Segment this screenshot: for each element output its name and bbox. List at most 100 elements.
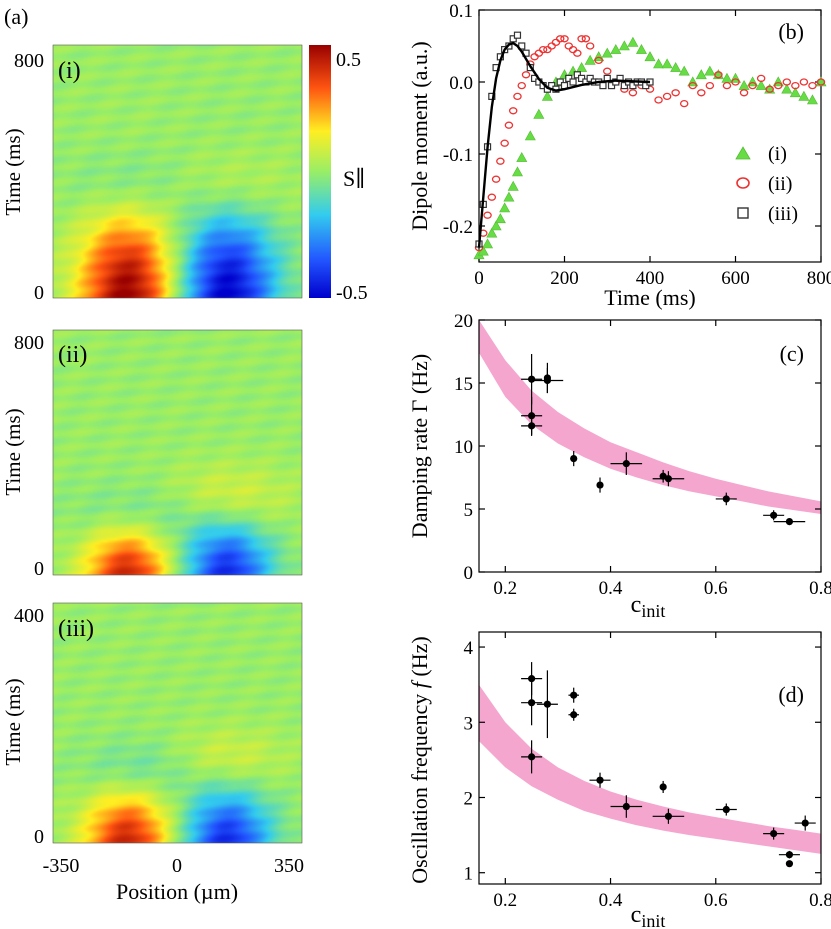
plot-b-point-ii: [628, 89, 638, 97]
plot-c-ticks: 0.2 0.4 0.6 0.8 0 5 10 15 20: [454, 311, 831, 599]
plot-b-ytick-label: -0.2: [443, 217, 473, 238]
plot-b-point-ii: [538, 45, 548, 54]
plot-d-data-point: [528, 699, 536, 707]
heatmap-i-ytick-bottom: 0: [34, 282, 44, 304]
plot-d-xlabel-sub: init: [641, 911, 665, 929]
panel-a-label: (a): [4, 4, 28, 29]
plot-b-point-i: [704, 65, 716, 76]
plot-b-point-i: [486, 227, 498, 238]
plot-d-data-point: [722, 805, 730, 814]
plot-b-point-i: [806, 94, 818, 105]
heatmap-ii-frame: [52, 329, 303, 576]
plot-d-data-point: [570, 691, 578, 699]
plot-b-point-i: [695, 69, 707, 80]
plot-d-ticks: 0.2 0.4 0.6 0.8 1 2 3 4: [464, 632, 831, 911]
plot-c-ytick-label: 20: [454, 311, 473, 332]
plot-b-point-ii: [791, 81, 800, 90]
plot-d-theory-band: [479, 684, 821, 854]
plot-b-point-ii: [547, 42, 556, 50]
plot-b-point-ii: [508, 107, 518, 115]
plot-b-point-ii: [816, 78, 826, 86]
plot-c-data-point: [596, 481, 604, 489]
plot-b-point-ii: [782, 78, 792, 86]
plot-b-point-ii: [483, 211, 492, 219]
plot-d-xlabel-main: c: [631, 902, 642, 928]
heatmap-xtick-left: -350: [43, 855, 80, 877]
plot-b-xtick-label: 200: [550, 268, 579, 289]
colorbar-gradient: [309, 45, 331, 298]
plot-b-point-ii: [504, 121, 514, 129]
plot-c-ylabel: Damping rate Γ (Hz): [407, 354, 432, 538]
legend-label-i: (i): [768, 143, 787, 165]
heatmap-iii-ytick-bottom: 0: [34, 826, 44, 848]
plot-b-ytick-label: -0.1: [443, 145, 473, 166]
plot-b-point-i: [678, 65, 690, 76]
plot-d-data-point: [659, 783, 667, 791]
plot-c-data-point: [722, 495, 730, 503]
plot-b-point-i: [618, 40, 630, 51]
heatmap-iii-frame: [52, 602, 303, 844]
plot-c-data-point: [770, 511, 778, 519]
heatmap-i-frame: [52, 44, 303, 299]
heatmap-xtick-right: 350: [274, 855, 304, 877]
plot-b-point-ii: [555, 35, 565, 43]
plot-b-point-i: [798, 90, 810, 101]
plot-b-xtick-label: 800: [807, 268, 831, 289]
heatmap-i-image: [53, 45, 302, 298]
plot-c-ytick-label: 0: [464, 563, 474, 584]
plot-b-point-ii: [697, 89, 706, 97]
plot-b-point-ii: [765, 85, 774, 93]
plot-b-point-ii: [671, 89, 680, 97]
plot-b-point-ii: [543, 45, 552, 54]
plot-b-series-iii: [475, 31, 654, 248]
plot-d-xlabel: cinit: [631, 902, 666, 929]
legend-label-ii: (ii): [768, 173, 792, 195]
plot-b-point-i: [610, 43, 622, 54]
plot-b-point-i: [533, 108, 545, 119]
plot-b-point-ii: [491, 175, 501, 183]
plot-b-point-i: [541, 90, 553, 101]
legend-marker-iii: [737, 207, 749, 219]
plot-c-frame: [478, 319, 822, 573]
plot-d-xtick-label: 0.6: [704, 890, 728, 911]
plot-c-xlabel-sub: init: [641, 601, 665, 621]
plot-d-xtick-label: 0.2: [493, 890, 517, 911]
plot-b-fit-line: [477, 41, 651, 248]
plot-b-panel-label: (b): [778, 19, 804, 44]
plot-d-ytick-label: 3: [464, 713, 474, 734]
heatmap-ii: (ii) 800 0 Time (ms): [1, 329, 303, 580]
plot-c-xlabel-main: c: [631, 592, 642, 618]
plot-c-xtick-label: 0.4: [599, 578, 623, 599]
plot-b-point-ii: [521, 71, 531, 79]
plot-b-point-ii: [594, 56, 603, 65]
plot-c: (c) 0.2 0.4 0.6 0.8 0 5 10 15 20 cinit Damping r…: [407, 311, 831, 621]
plot-c-data-point: [528, 422, 536, 430]
plot-b-point-ii: [731, 78, 740, 86]
plot-d-panel-label: (d): [778, 682, 804, 707]
plot-b-point-ii: [573, 49, 582, 57]
plot-c-data-point: [664, 475, 673, 483]
plot-b-point-ii: [679, 99, 689, 108]
plot-d-frame: [478, 631, 822, 885]
plot-b-point-ii: [513, 92, 522, 101]
plot-b-point-iii: [513, 31, 522, 39]
plot-d-xtick-label: 0.8: [809, 890, 831, 911]
plot-b-point-i: [661, 58, 673, 69]
plot-d-data-point: [543, 700, 552, 708]
plot-b-point-i: [670, 61, 682, 72]
plot-c-theory-band: [479, 320, 821, 514]
plot-b-point-iii: [569, 78, 577, 86]
plot-b-legend: (i) (ii) (iii): [735, 143, 798, 225]
plot-b-point-ii: [748, 81, 757, 90]
plot-d-ytick-label: 2: [464, 788, 474, 809]
colorbar: 0.5 -0.5 S∥: [309, 45, 368, 304]
plot-d-data-point: [770, 830, 778, 838]
plot-b-point-ii: [500, 139, 509, 147]
plot-d-ylabel-main: Oscillation frequency: [407, 688, 432, 884]
plot-d-data-point: [596, 776, 604, 784]
plot-d-ytick-label: 4: [464, 638, 474, 659]
plot-b-point-i: [721, 72, 733, 83]
plot-b-point-ii: [799, 78, 809, 86]
plot-b-point-i: [781, 83, 793, 94]
